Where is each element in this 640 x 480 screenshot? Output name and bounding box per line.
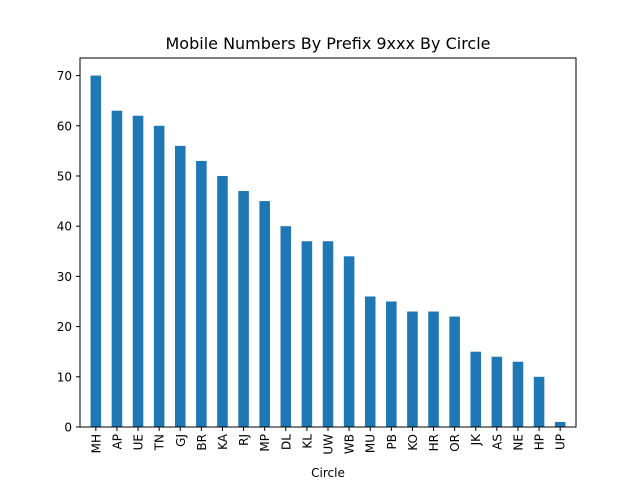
x-tick-label-mh: MH — [89, 434, 103, 453]
x-tick-label-up: UP — [554, 434, 568, 450]
plot-frame — [79, 57, 577, 428]
x-tick-label-mp: MP — [258, 434, 272, 452]
y-tick-label-70: 70 — [57, 69, 72, 83]
bar-or — [449, 316, 460, 427]
x-tick-label-rj: RJ — [237, 434, 251, 446]
x-tick-label-br: BR — [195, 434, 209, 451]
y-tick-label-0: 0 — [64, 421, 72, 435]
bar-dl — [280, 226, 292, 427]
x-tick-label-ue: UE — [132, 434, 146, 450]
bar-mu — [364, 296, 376, 427]
bar-tn — [153, 125, 165, 427]
x-tick-label-ne: NE — [511, 434, 525, 451]
bar-rj — [238, 191, 249, 427]
x-tick-label-ko: KO — [406, 434, 420, 451]
bar-up — [554, 421, 566, 427]
bar-wb — [343, 256, 355, 427]
y-tick-label-60: 60 — [57, 119, 72, 133]
x-tick-label-hr: HR — [427, 434, 441, 451]
bar-ka — [217, 175, 228, 427]
bar-ue — [132, 115, 144, 427]
x-tick-label-pb: PB — [385, 434, 399, 449]
x-tick-label-as: AS — [490, 434, 504, 450]
bar-mp — [259, 201, 270, 427]
y-tick-label-50: 50 — [57, 169, 72, 183]
x-tick-label-ap: AP — [110, 434, 124, 449]
bar-pb — [386, 301, 397, 427]
bars-group — [90, 75, 566, 428]
x-tick-label-wb: WB — [343, 434, 357, 454]
x-tick-label-kl: KL — [300, 434, 314, 449]
x-axis-ticks: MH AP UE TN GJ BR KA RJ MP DL KL UW WB MU PB KO HR OR JK AS… — [89, 427, 568, 455]
x-tick-label-jk: JK — [469, 433, 483, 447]
x-axis-label: Circle — [311, 466, 345, 480]
y-axis-ticks: 0 10 20 30 40 50 60 70 — [57, 69, 80, 435]
bar-uw — [322, 241, 334, 427]
x-tick-label-or: OR — [448, 434, 462, 452]
bar-jk — [470, 351, 482, 427]
bar-ko — [407, 311, 418, 427]
x-tick-label-dl: DL — [279, 434, 293, 450]
bar-br — [196, 160, 207, 428]
bar-hp — [533, 376, 545, 427]
y-tick-label-20: 20 — [57, 320, 72, 334]
x-tick-label-hp: HP — [533, 434, 547, 450]
bar-as — [491, 356, 503, 427]
y-tick-label-40: 40 — [57, 220, 72, 234]
bar-ap — [111, 110, 123, 428]
x-tick-label-mu: MU — [364, 434, 378, 453]
x-tick-label-tn: TN — [153, 434, 167, 451]
x-tick-label-gj: GJ — [174, 434, 188, 447]
bar-gj — [174, 145, 186, 428]
chart-title: Mobile Numbers By Prefix 9xxx By Circle — [166, 34, 491, 53]
x-tick-label-ka: KA — [216, 433, 230, 450]
x-tick-label-uw: UW — [322, 434, 336, 455]
y-tick-label-30: 30 — [57, 270, 72, 284]
bar-mh — [90, 75, 102, 427]
bar-ne — [512, 361, 524, 427]
bar-kl — [301, 241, 313, 427]
y-tick-label-10: 10 — [57, 370, 72, 384]
bar-hr — [428, 311, 439, 427]
